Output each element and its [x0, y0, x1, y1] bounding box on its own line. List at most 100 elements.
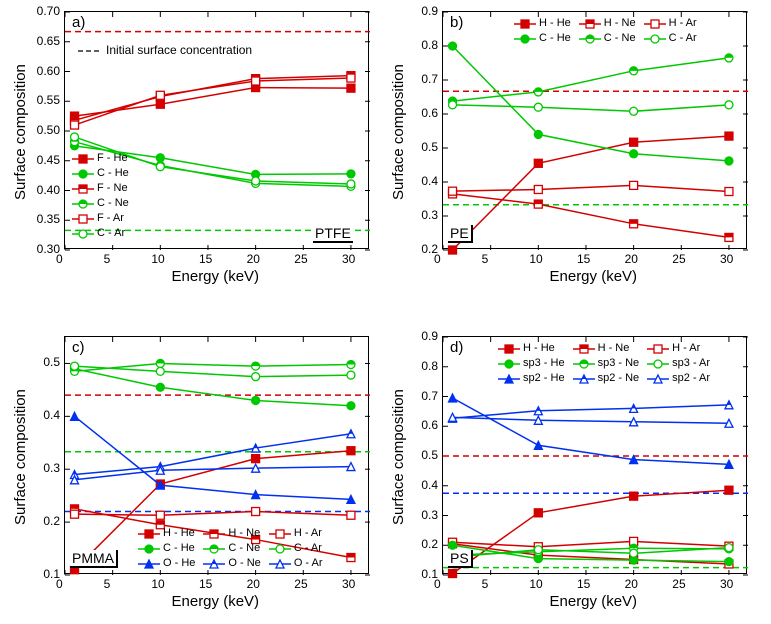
xtick-label: 10	[151, 252, 164, 266]
legend-label: sp3 - He	[523, 358, 565, 369]
xtick-label: 5	[482, 577, 489, 591]
legend-label: H - Ar	[294, 528, 322, 539]
x-axis-label: Energy (keV)	[550, 593, 638, 610]
legend-item: H - Ar	[647, 341, 710, 355]
ytick-label: 0.35	[37, 212, 60, 226]
legend-item: F - He	[72, 151, 129, 165]
ytick-label: 0.1	[43, 567, 60, 581]
ytick-label: 0.2	[421, 242, 438, 256]
material-label-c: PMMA	[70, 550, 118, 568]
ytick-label: 0.60	[37, 64, 60, 78]
xtick-label: 15	[199, 252, 212, 266]
x-axis-label: Energy (keV)	[172, 268, 260, 285]
legend-marker-icon	[72, 183, 94, 193]
legend-marker-icon	[498, 358, 520, 368]
legend-label: sp2 - Ne	[598, 373, 640, 384]
legend-item: H - He	[514, 16, 571, 30]
xtick-label: 25	[294, 577, 307, 591]
legend-marker-icon	[498, 343, 520, 353]
legend-item: sp3 - He	[498, 356, 565, 370]
legend-marker-icon	[579, 33, 601, 43]
panel-label-d: d)	[450, 339, 463, 356]
legend-marker-icon	[138, 558, 160, 568]
ytick-label: 0.40	[37, 183, 60, 197]
panel-label-b: b)	[450, 14, 463, 31]
legend-marker-icon	[269, 528, 291, 538]
xtick-label: 20	[247, 252, 260, 266]
legend-item: H - He	[138, 526, 195, 540]
legend-item: sp2 - He	[498, 371, 565, 385]
legend-b: H - HeH - NeH - ArC - HeC - NeC - Ar	[514, 16, 697, 45]
annotation-initial-surface: Initial surface concentration	[106, 43, 252, 57]
legend-item: F - Ar	[72, 211, 129, 225]
legend-label: C - Ar	[97, 228, 125, 239]
legend-label: H - Ne	[604, 18, 636, 29]
xtick-label: 25	[672, 577, 685, 591]
legend-marker-icon	[514, 33, 536, 43]
xtick-label: 25	[294, 252, 307, 266]
legend-marker-icon	[498, 373, 520, 383]
legend-item: H - Ne	[573, 341, 640, 355]
ytick-label: 0.45	[37, 153, 60, 167]
xtick-label: 30	[342, 577, 355, 591]
ytick-label: 0.30	[37, 242, 60, 256]
xtick-label: 5	[104, 577, 111, 591]
xtick-label: 30	[720, 577, 733, 591]
ytick-label: 0.9	[421, 4, 438, 18]
y-axis-label: Surface composition	[390, 389, 407, 525]
panel-label-a: a)	[72, 14, 85, 31]
legend-item: F - Ne	[72, 181, 129, 195]
legend-marker-icon	[647, 373, 669, 383]
xtick-label: 15	[577, 577, 590, 591]
legend-item: H - Ne	[203, 526, 260, 540]
legend-item: sp2 - Ne	[573, 371, 640, 385]
legend-item: O - Ne	[203, 556, 260, 570]
legend-label: F - Ar	[97, 213, 124, 224]
ytick-label: 0.4	[421, 478, 438, 492]
legend-label: C - He	[163, 543, 195, 554]
legend-marker-icon	[269, 543, 291, 553]
ytick-label: 0.6	[421, 106, 438, 120]
panel-label-c: c)	[72, 339, 85, 356]
ytick-label: 0.4	[43, 408, 60, 422]
legend-label: H - Ar	[669, 18, 697, 29]
legend-label: O - He	[163, 558, 195, 569]
legend-label: C - Ar	[669, 33, 697, 44]
legend-item: H - Ne	[579, 16, 636, 30]
legend-marker-icon	[573, 373, 595, 383]
x-axis-label: Energy (keV)	[550, 268, 638, 285]
legend-marker-icon	[573, 358, 595, 368]
ytick-label: 0.8	[421, 38, 438, 52]
legend-item: C - He	[72, 166, 129, 180]
legend-item: O - He	[138, 556, 195, 570]
ytick-label: 0.6	[421, 418, 438, 432]
legend-c: H - HeH - NeH - ArC - HeC - NeC - ArO - …	[138, 526, 323, 570]
legend-label: H - He	[163, 528, 195, 539]
legend-marker-icon	[644, 33, 666, 43]
legend-label: C - Ar	[294, 543, 322, 554]
ytick-label: 0.50	[37, 123, 60, 137]
legend-item: C - Ar	[72, 226, 129, 240]
legend-label: C - Ne	[97, 198, 129, 209]
ytick-label: 0.70	[37, 4, 60, 18]
ytick-label: 0.1	[421, 567, 438, 581]
legend-marker-icon	[72, 153, 94, 163]
legend-item: C - Ne	[579, 31, 636, 45]
legend-item: C - He	[138, 541, 195, 555]
xtick-label: 15	[577, 252, 590, 266]
xtick-label: 10	[151, 577, 164, 591]
legend-marker-icon	[647, 343, 669, 353]
xtick-label: 20	[625, 252, 638, 266]
xtick-label: 10	[529, 252, 542, 266]
legend-marker-icon	[138, 528, 160, 538]
xtick-label: 5	[482, 252, 489, 266]
legend-d: H - HeH - NeH - Arsp3 - Hesp3 - Nesp3 - …	[498, 341, 710, 385]
legend-label: sp3 - Ar	[672, 358, 710, 369]
ytick-label: 0.2	[421, 537, 438, 551]
legend-marker-icon	[203, 558, 225, 568]
xtick-label: 5	[104, 252, 111, 266]
legend-item: C - Ar	[644, 31, 697, 45]
ytick-label: 0.7	[421, 72, 438, 86]
ytick-label: 0.3	[421, 208, 438, 222]
y-axis-label: Surface composition	[12, 389, 29, 525]
